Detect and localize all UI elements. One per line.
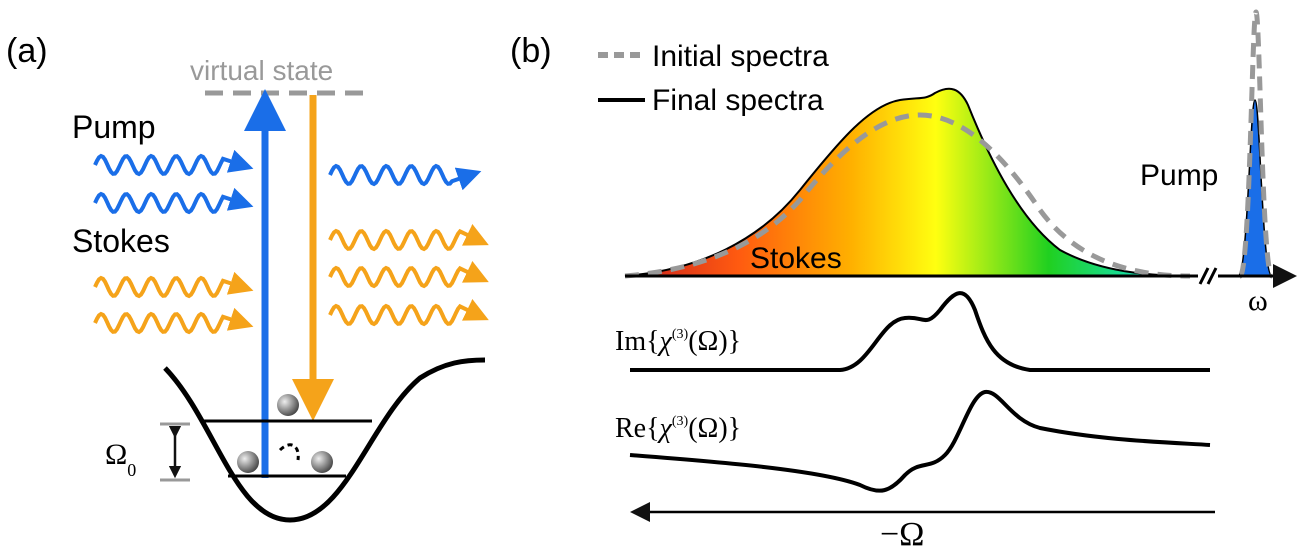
virtual-state-label: virtual state <box>190 55 333 86</box>
omega-subscript: 0 <box>127 460 136 480</box>
neg-omega-label: −Ω <box>880 516 924 549</box>
potential-well <box>165 360 485 520</box>
im-chi: χ <box>657 326 673 357</box>
photon-wave <box>95 278 242 296</box>
photon-wave <box>95 194 242 212</box>
photon-wave <box>330 231 478 249</box>
omega-axis-label: ω <box>1248 284 1268 317</box>
photon-wave <box>95 314 242 332</box>
pump-spectrum-label: Pump <box>1140 159 1218 192</box>
axis-break <box>1208 268 1216 284</box>
re-superscript: (3) <box>672 414 689 429</box>
stokes-label: Stokes <box>72 223 170 259</box>
stokes-spectrum-label: Stokes <box>750 242 842 275</box>
molecule <box>277 394 299 416</box>
photon-wave <box>330 306 478 324</box>
panel-label: (a) <box>6 32 48 70</box>
photon-wave <box>330 166 470 184</box>
figure: (a) virtual state Pump Stokes Ω0 (b) Ini… <box>0 0 1301 549</box>
re-label: Re{χ(3)(Ω)} <box>615 413 741 444</box>
im-prefix: Im{ <box>615 326 660 357</box>
im-label: Im{χ(3)(Ω)} <box>615 326 741 357</box>
im-suffix: (Ω)} <box>688 326 741 357</box>
legend-label: Final spectra <box>652 84 824 117</box>
vibration-arc <box>280 445 298 460</box>
axis-break <box>1200 268 1208 284</box>
omega-symbol: Ω <box>105 438 127 471</box>
pump-label: Pump <box>72 109 156 145</box>
re-suffix: (Ω)} <box>688 413 741 444</box>
molecule <box>311 451 333 473</box>
re-prefix: Re{ <box>615 413 660 444</box>
molecule <box>237 451 259 473</box>
photon-wave <box>95 156 242 174</box>
panel-label: (b) <box>510 32 552 70</box>
re-chi: χ <box>657 413 673 444</box>
photon-wave <box>330 268 478 286</box>
im-superscript: (3) <box>672 327 689 342</box>
omega-label: Ω0 <box>105 438 136 480</box>
legend-label: Initial spectra <box>652 40 829 73</box>
